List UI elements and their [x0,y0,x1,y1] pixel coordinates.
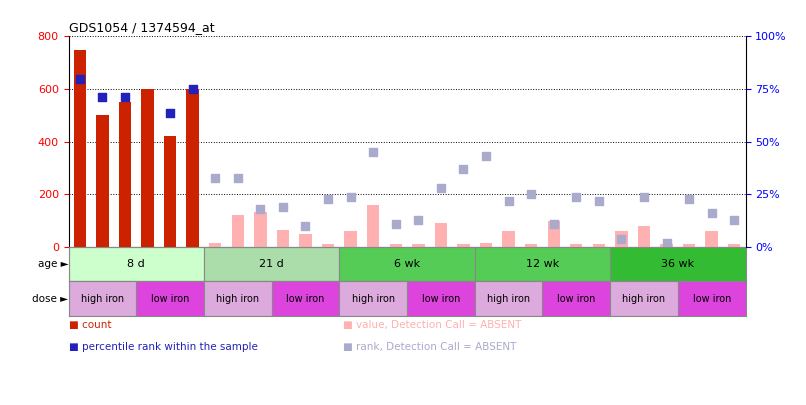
Text: 36 wk: 36 wk [661,259,695,269]
Bar [96,115,109,247]
Bar [683,244,696,247]
Point [615,235,628,242]
Bar [69,281,136,316]
Bar [204,281,272,316]
Point [209,174,222,181]
Text: ■ percentile rank within the sample: ■ percentile rank within the sample [69,342,257,352]
Bar [339,247,475,281]
Point [186,86,199,92]
Bar [592,244,605,247]
Text: ■ rank, Detection Call = ABSENT: ■ rank, Detection Call = ABSENT [343,342,516,352]
Bar [678,281,746,316]
Point [525,191,538,198]
Text: high iron: high iron [81,294,124,304]
Text: 12 wk: 12 wk [526,259,559,269]
Bar [141,89,154,247]
Bar [570,244,583,247]
Text: high iron: high iron [487,294,530,304]
Text: low iron: low iron [151,294,189,304]
Bar [389,244,402,247]
Point [660,240,673,246]
Point [164,110,177,116]
Bar [610,247,746,281]
Text: dose ►: dose ► [32,294,69,304]
Bar [276,230,289,247]
Point [322,195,334,202]
Bar [615,231,628,247]
Point [254,206,267,212]
Point [638,193,650,200]
Point [299,223,312,229]
Bar [118,102,131,247]
Bar [231,215,244,247]
Text: low iron: low iron [692,294,731,304]
Text: low iron: low iron [286,294,325,304]
Bar [186,89,199,247]
Bar [204,247,339,281]
Bar [480,243,492,247]
Point [231,174,244,181]
Text: high iron: high iron [216,294,260,304]
Bar [728,244,741,247]
Bar [254,211,267,247]
Point [705,210,718,217]
Bar [610,281,678,316]
Point [502,198,515,204]
Text: 21 d: 21 d [260,259,284,269]
Point [367,149,380,156]
Text: low iron: low iron [557,294,596,304]
Text: low iron: low iron [422,294,460,304]
Point [480,153,492,160]
Bar [339,281,407,316]
Text: GDS1054 / 1374594_at: GDS1054 / 1374594_at [69,21,214,34]
Point [344,193,357,200]
Bar [164,136,177,247]
Point [412,216,425,223]
Bar [209,243,222,247]
Bar [705,231,718,247]
Point [73,75,86,82]
Bar [457,244,470,247]
Bar [412,244,425,247]
Bar [660,244,673,247]
Bar [322,244,334,247]
Text: high iron: high iron [622,294,666,304]
Bar [434,224,447,247]
Point [592,198,605,204]
Bar [344,231,357,247]
Text: 8 d: 8 d [127,259,145,269]
Bar [367,205,380,247]
Text: high iron: high iron [351,294,395,304]
Bar [272,281,339,316]
Bar [502,231,515,247]
Bar [299,234,312,247]
Bar [69,247,204,281]
Text: ■ value, Detection Call = ABSENT: ■ value, Detection Call = ABSENT [343,320,521,330]
Point [118,94,131,100]
Bar [136,281,204,316]
Point [547,221,560,227]
Bar [475,247,610,281]
Bar [547,221,560,247]
Bar [73,49,86,247]
Bar [525,244,538,247]
Point [683,195,696,202]
Text: 6 wk: 6 wk [394,259,420,269]
Point [276,204,289,210]
Point [96,94,109,100]
Point [457,166,470,173]
Point [434,185,447,191]
Bar [542,281,610,316]
Bar [638,226,650,247]
Point [570,193,583,200]
Bar [475,281,542,316]
Text: ■ count: ■ count [69,320,111,330]
Text: age ►: age ► [38,259,69,269]
Point [728,216,741,223]
Point [389,221,402,227]
Bar [407,281,475,316]
